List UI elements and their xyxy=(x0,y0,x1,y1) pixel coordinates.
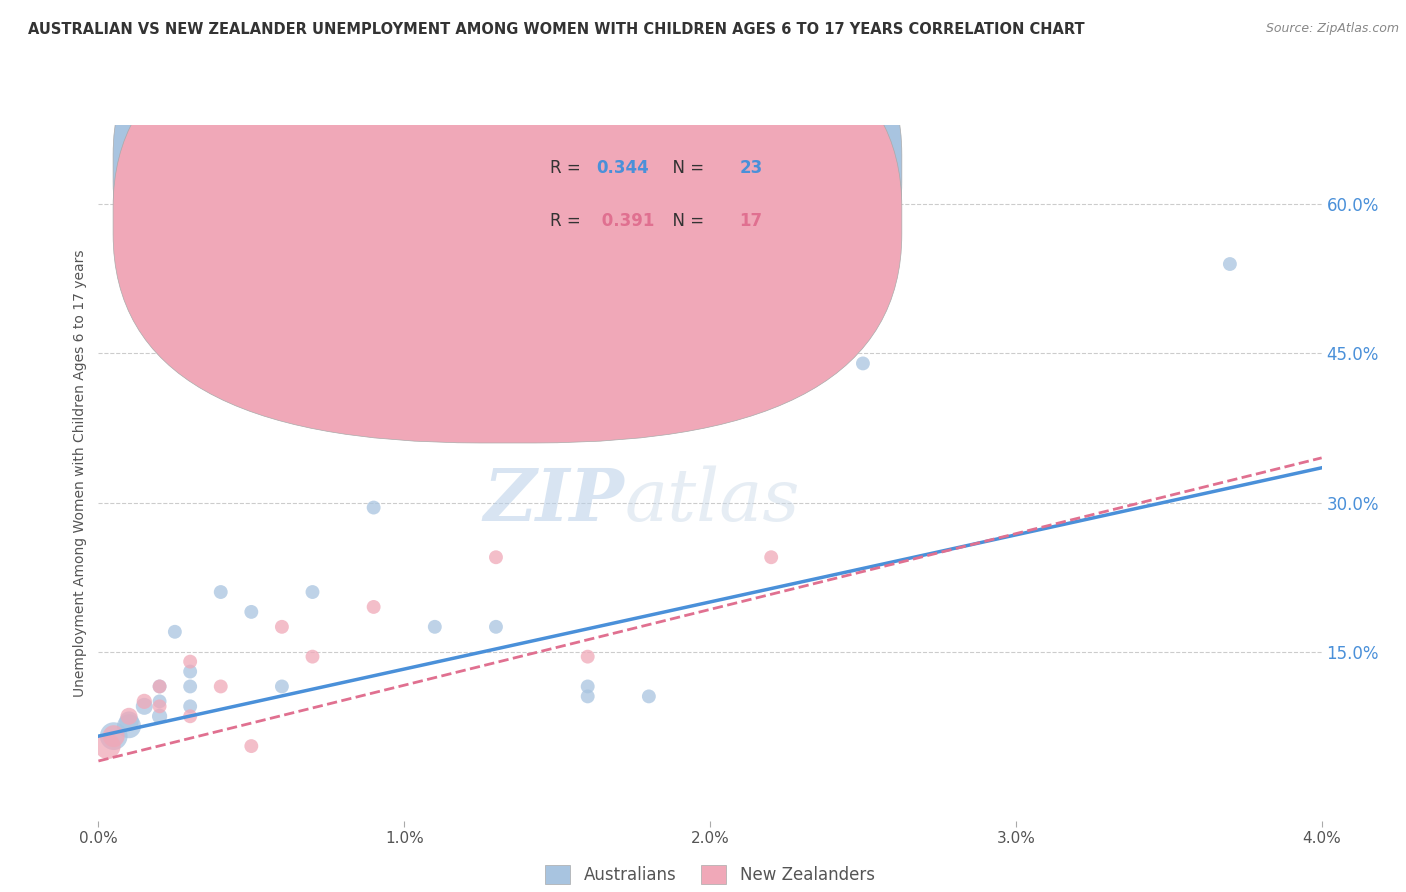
Text: 0.391: 0.391 xyxy=(596,211,654,229)
Text: R =: R = xyxy=(550,160,585,178)
Point xyxy=(576,649,599,664)
Legend: Australians, New Zealanders: Australians, New Zealanders xyxy=(537,856,883,892)
Point xyxy=(270,620,294,634)
FancyBboxPatch shape xyxy=(112,0,901,443)
Point xyxy=(134,694,156,708)
Point xyxy=(363,599,385,614)
Point xyxy=(209,585,232,599)
Point xyxy=(240,739,263,753)
Point xyxy=(1219,257,1241,271)
Point xyxy=(97,739,120,753)
Point xyxy=(485,550,508,565)
Point xyxy=(179,680,201,694)
Point xyxy=(149,709,172,723)
Point xyxy=(149,699,172,714)
Point xyxy=(270,680,294,694)
Point xyxy=(363,500,385,515)
Text: N =: N = xyxy=(662,211,710,229)
Point xyxy=(423,620,446,634)
Point xyxy=(103,729,125,743)
Point xyxy=(118,709,141,723)
Text: 17: 17 xyxy=(740,211,762,229)
Point xyxy=(134,699,156,714)
Point xyxy=(301,649,323,664)
Point xyxy=(576,690,599,704)
Point xyxy=(149,680,172,694)
FancyBboxPatch shape xyxy=(112,0,901,391)
Text: ZIP: ZIP xyxy=(484,465,624,536)
Y-axis label: Unemployment Among Women with Children Ages 6 to 17 years: Unemployment Among Women with Children A… xyxy=(73,249,87,697)
Text: 23: 23 xyxy=(740,160,762,178)
Text: AUSTRALIAN VS NEW ZEALANDER UNEMPLOYMENT AMONG WOMEN WITH CHILDREN AGES 6 TO 17 : AUSTRALIAN VS NEW ZEALANDER UNEMPLOYMENT… xyxy=(28,22,1085,37)
Point xyxy=(637,690,661,704)
Point xyxy=(149,680,172,694)
Point xyxy=(301,585,323,599)
Point xyxy=(163,624,186,639)
Text: 0.344: 0.344 xyxy=(596,160,648,178)
Point xyxy=(179,699,201,714)
Text: atlas: atlas xyxy=(624,466,800,536)
Point xyxy=(240,605,263,619)
Point xyxy=(576,680,599,694)
Point xyxy=(759,550,782,565)
Point xyxy=(423,421,446,435)
Point xyxy=(118,714,141,729)
Point xyxy=(179,665,201,679)
Point xyxy=(103,729,125,743)
Text: R =: R = xyxy=(550,211,585,229)
Point xyxy=(118,719,141,733)
Point xyxy=(179,709,201,723)
FancyBboxPatch shape xyxy=(465,132,808,244)
Point xyxy=(179,655,201,669)
Point xyxy=(852,356,875,370)
Point xyxy=(149,694,172,708)
Point xyxy=(209,680,232,694)
Text: Source: ZipAtlas.com: Source: ZipAtlas.com xyxy=(1265,22,1399,36)
Point xyxy=(485,620,508,634)
Text: N =: N = xyxy=(662,160,710,178)
